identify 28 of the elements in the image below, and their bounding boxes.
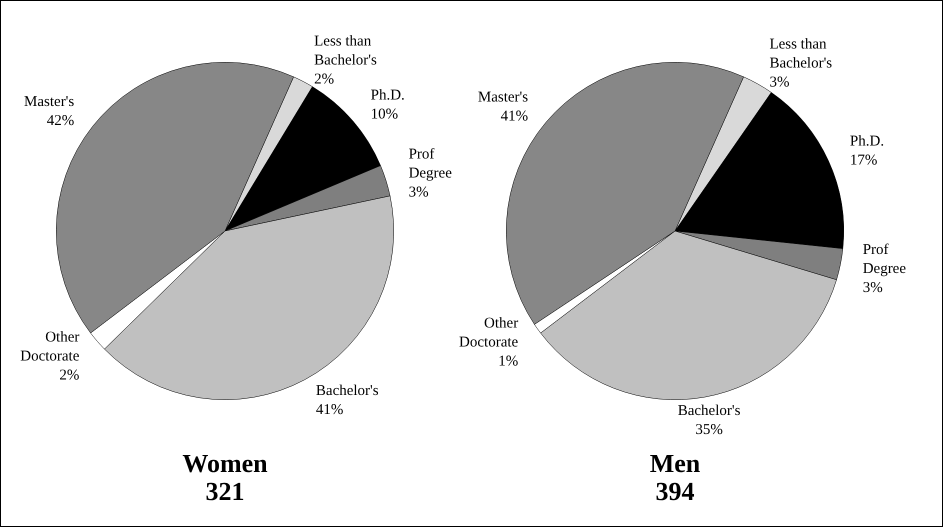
text: Men: [648, 449, 702, 478]
slice-label: Master's: [24, 94, 74, 110]
data-label: 42%: [46, 112, 74, 129]
data-label: 17%: [850, 152, 878, 168]
data-label: 3%: [862, 280, 883, 296]
data-label: 41%: [316, 402, 344, 418]
slice-label: Less than Bachelor's: [314, 33, 377, 68]
text: 321: [204, 477, 246, 506]
slice-label: Other Doctorate: [20, 330, 80, 365]
text: 394: [654, 477, 696, 506]
data-label: 2%: [59, 368, 80, 384]
data-label: 41%: [500, 108, 528, 124]
slice-label: Master's: [478, 89, 528, 106]
data-label: 3%: [769, 74, 790, 90]
data-label: 35%: [695, 422, 723, 438]
slice-label: Bachelor's: [316, 382, 379, 399]
data-label: 2%: [314, 71, 334, 88]
slice-label: Prof Degree: [408, 146, 452, 182]
slice-label: Other Doctorate: [459, 315, 519, 350]
slice-label: Bachelor's: [678, 402, 741, 419]
data-label: 10%: [370, 106, 398, 123]
slice-label: Prof Degree: [862, 242, 906, 277]
slice-label: Less than Bachelor's: [769, 36, 832, 72]
text: Women: [181, 449, 269, 478]
slice-label: Ph.D.: [850, 133, 884, 150]
slice-label: Ph.D.: [370, 88, 405, 104]
data-label: 1%: [498, 353, 518, 370]
data-label: 3%: [408, 184, 429, 200]
